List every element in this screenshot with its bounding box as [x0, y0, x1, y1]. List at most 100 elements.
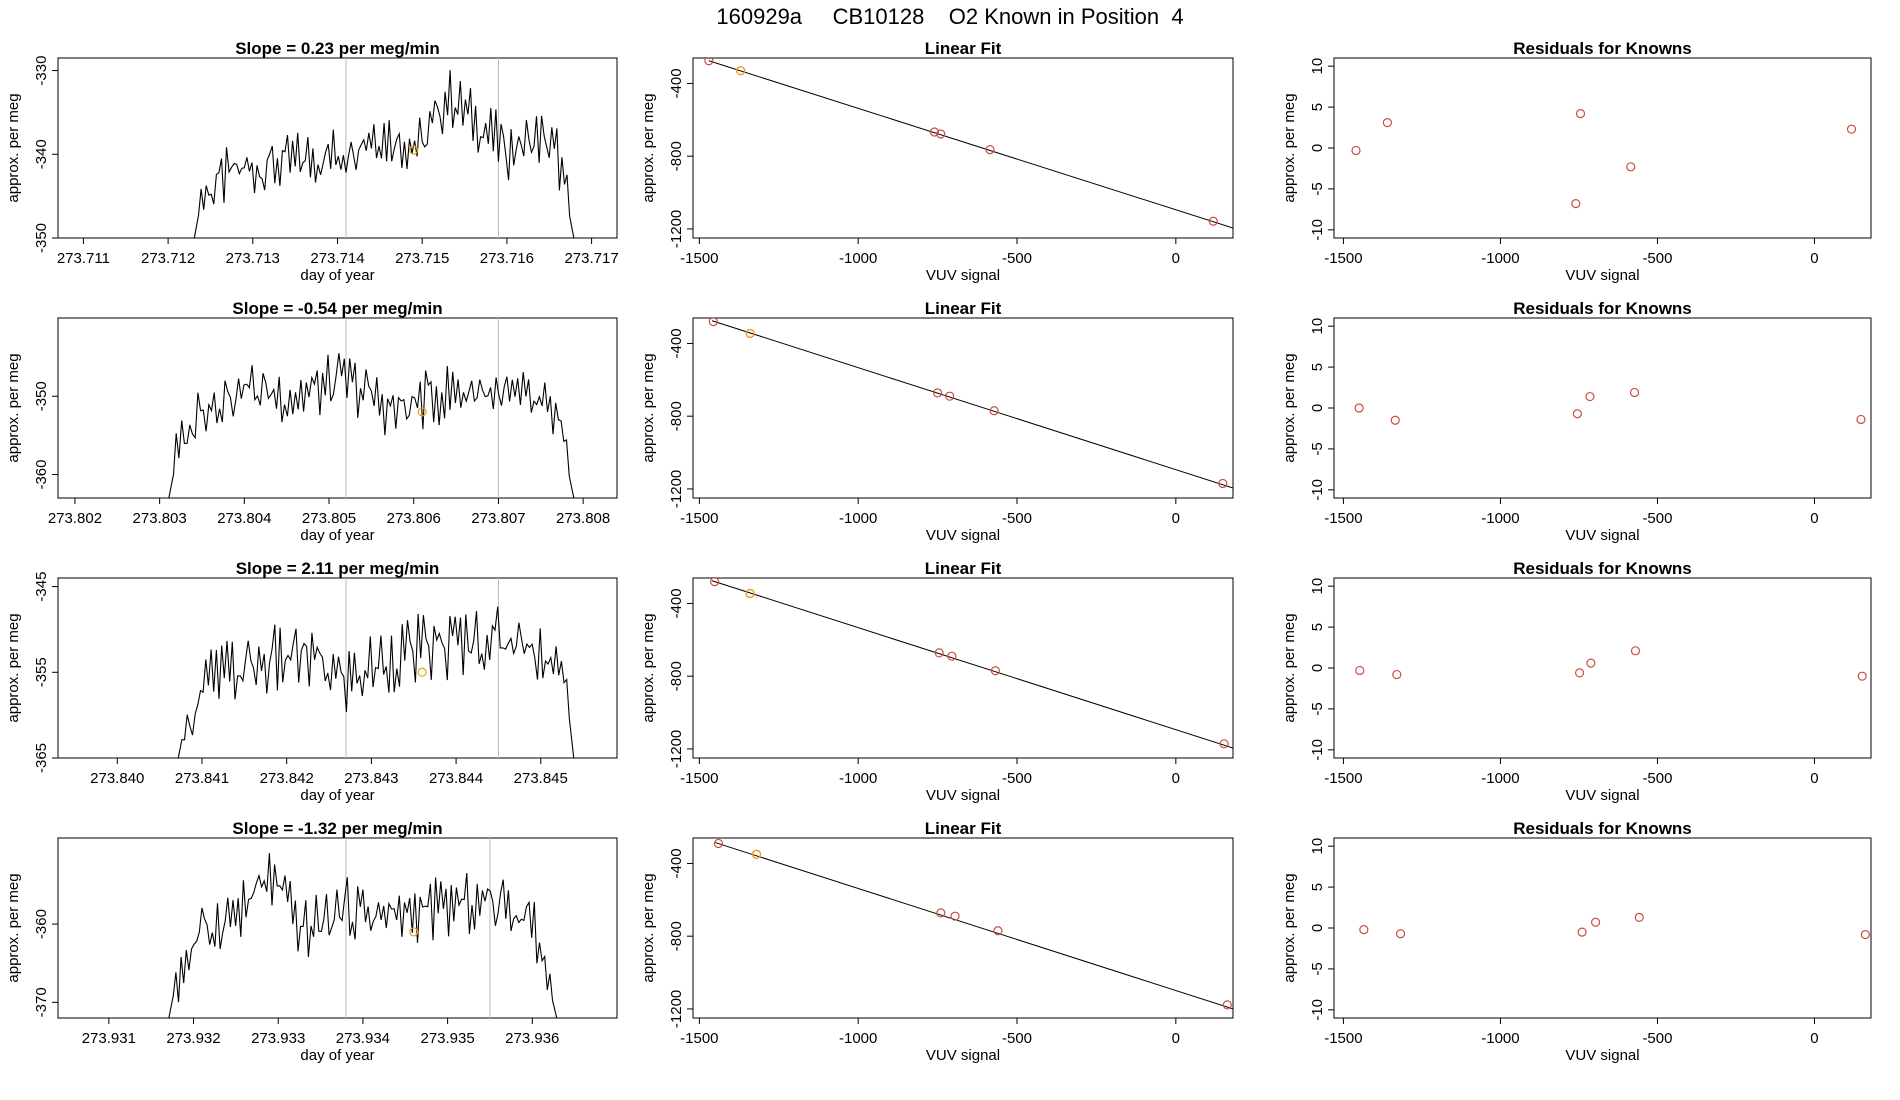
x-tick-label: -1000 [1481, 250, 1519, 267]
y-tick-label: 0 [1309, 924, 1326, 932]
x-tick-label: -500 [1642, 250, 1672, 267]
x-tick-label: 0 [1172, 250, 1180, 267]
chart-panel: Slope = -1.32 per meg/min 273.931 273.932 2… [5, 819, 618, 1064]
chart-title: Slope = 2.11 per meg/min [236, 559, 440, 578]
chart-panel: Slope = 2.11 per meg/min 273.840 273.841 27… [5, 559, 618, 804]
data-point [1222, 1000, 1232, 1010]
data-point [1590, 917, 1601, 927]
data-point [1392, 669, 1402, 680]
x-axis-label: VUV signal [1565, 1047, 1639, 1064]
x-axis-label: VUV signal [1565, 527, 1639, 544]
y-tick-label: -340 [33, 139, 50, 169]
y-axis-label: approx. per meg [5, 873, 22, 982]
chart-title: Slope = 0.23 per meg/min [235, 39, 440, 58]
y-tick-label: -400 [668, 588, 685, 618]
signal-trace [177, 606, 575, 758]
x-tick-label: -1000 [1481, 770, 1519, 787]
y-tick-label: -800 [668, 401, 685, 431]
y-tick-label: -345 [33, 572, 50, 602]
chart-title: Linear Fit [925, 299, 1002, 318]
plot-frame [57, 577, 618, 759]
x-tick-label: 0 [1172, 510, 1180, 527]
y-tick-label: -5 [1309, 702, 1326, 715]
x-tick-label: -1500 [680, 250, 718, 267]
x-tick-label: 273.844 [429, 770, 483, 787]
x-tick-label: 273.806 [387, 510, 441, 527]
chart-title: Residuals for Knowns [1513, 299, 1692, 318]
x-tick-label: -500 [1642, 1030, 1672, 1047]
data-point [1208, 216, 1218, 226]
y-tick-label: 0 [1309, 144, 1326, 152]
fit-line [711, 320, 1233, 489]
y-tick-label: -400 [668, 328, 685, 358]
x-axis-label: VUV signal [926, 527, 1000, 544]
x-tick-label: 273.936 [505, 1030, 559, 1047]
data-point [947, 651, 957, 661]
y-axis-label: approx. per meg [5, 613, 22, 722]
x-tick-label: 273.713 [226, 250, 280, 267]
data-point [1355, 665, 1365, 676]
x-tick-label: 273.802 [48, 510, 102, 527]
y-tick-label: 5 [1309, 363, 1326, 371]
mean-marker-point [417, 407, 427, 417]
chart-title: Residuals for Knowns [1513, 559, 1692, 578]
x-tick-label: 273.931 [82, 1030, 136, 1047]
y-tick-label: -400 [668, 68, 685, 98]
y-axis-label: approx. per meg [1281, 353, 1298, 462]
chart-panel: Linear Fit -1500 -1000 -500 0 -400 -800 -1200 VU… [640, 559, 1234, 804]
x-tick-label: 273.845 [514, 770, 568, 787]
x-tick-label: 0 [1810, 770, 1818, 787]
x-tick-label: -1500 [1324, 250, 1362, 267]
x-tick-label: 0 [1810, 510, 1818, 527]
x-tick-label: 0 [1172, 770, 1180, 787]
chart-panel: Slope = 0.23 per meg/min 273.711 273.712 27… [5, 39, 619, 284]
y-tick-label: -330 [33, 56, 50, 86]
y-tick-label: -1200 [668, 990, 685, 1028]
signal-trace [193, 70, 575, 238]
x-tick-label: 273.808 [556, 510, 610, 527]
data-point [1219, 739, 1229, 749]
chart-title: Slope = -1.32 per meg/min [232, 819, 442, 838]
signal-trace [168, 853, 558, 1018]
plot-frame [57, 317, 618, 499]
data-point [1857, 671, 1867, 681]
x-tick-label: -1500 [680, 770, 718, 787]
x-tick-label: -1500 [1324, 770, 1362, 787]
y-tick-label: -370 [33, 987, 50, 1017]
x-tick-label: 273.842 [260, 770, 314, 787]
y-tick-label: -10 [1309, 999, 1326, 1021]
data-point [1856, 414, 1866, 425]
y-tick-label: -350 [33, 381, 50, 411]
plot-frame [1333, 317, 1872, 499]
x-tick-label: 273.716 [480, 250, 534, 267]
plot-frame [692, 577, 1234, 759]
x-tick-label: -1500 [1324, 510, 1362, 527]
y-axis-label: approx. per meg [640, 93, 657, 202]
y-tick-label: -1200 [668, 210, 685, 248]
x-tick-label: 273.840 [90, 770, 144, 787]
fit-line [708, 60, 1233, 229]
plot-area [1354, 387, 1866, 425]
y-tick-label: -350 [33, 223, 50, 253]
y-tick-label: -10 [1309, 219, 1326, 241]
plot-area [1359, 912, 1870, 940]
x-tick-label: 273.807 [471, 510, 525, 527]
plot-area [177, 578, 575, 758]
data-point [1359, 925, 1369, 935]
mean-marker-point [409, 927, 419, 937]
x-tick-label: -1000 [1481, 510, 1519, 527]
data-point [929, 127, 940, 137]
x-tick-label: -500 [1642, 510, 1672, 527]
data-point [1571, 199, 1581, 209]
data-point [990, 666, 1001, 676]
data-point [704, 58, 714, 66]
y-tick-label: -800 [668, 921, 685, 951]
x-axis-label: VUV signal [926, 1047, 1000, 1064]
data-point [1630, 646, 1641, 656]
y-tick-label: 10 [1309, 318, 1326, 335]
data-point [1572, 409, 1582, 419]
data-point [1382, 118, 1392, 128]
plot-area [1355, 646, 1867, 681]
mean-marker-point [409, 145, 419, 155]
